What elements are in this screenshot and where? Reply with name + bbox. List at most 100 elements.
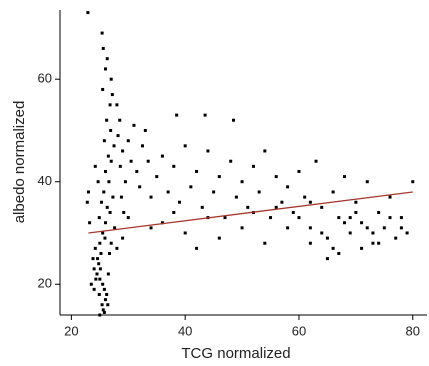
point (149, 195, 153, 199)
point (98, 241, 102, 245)
point (388, 195, 392, 199)
point (101, 46, 105, 50)
point (111, 195, 115, 199)
point (86, 11, 90, 15)
point (86, 190, 90, 194)
point (149, 226, 153, 230)
point (280, 200, 284, 204)
point (388, 216, 392, 220)
point (337, 251, 341, 255)
point (320, 231, 324, 235)
point (303, 195, 307, 199)
point (320, 205, 324, 209)
point (203, 113, 207, 117)
point (240, 226, 244, 230)
point (121, 149, 125, 153)
point (103, 236, 107, 240)
point (132, 123, 136, 127)
y-axis-title: albedo normalized (11, 101, 28, 224)
point (96, 180, 100, 184)
point (101, 231, 105, 235)
point (382, 226, 386, 230)
point (183, 144, 187, 148)
point (297, 216, 301, 220)
point (116, 134, 120, 138)
point (95, 272, 99, 276)
point (121, 236, 125, 240)
point (109, 159, 113, 163)
point (348, 216, 352, 220)
point (88, 221, 92, 225)
trend-line (88, 191, 413, 234)
point (108, 251, 112, 255)
point (308, 241, 312, 245)
point (251, 164, 255, 168)
point (101, 308, 105, 312)
point (115, 103, 119, 107)
point (146, 159, 150, 163)
point (195, 246, 199, 250)
point (342, 175, 346, 179)
point (166, 190, 170, 194)
point (331, 246, 335, 250)
point (104, 67, 108, 71)
point (217, 236, 221, 240)
point (118, 164, 122, 168)
point (354, 200, 358, 204)
point (119, 195, 123, 199)
x-tick-label: 20 (64, 323, 78, 338)
point (141, 144, 145, 148)
point (325, 257, 329, 261)
point (177, 200, 181, 204)
point (98, 313, 102, 317)
point (337, 216, 341, 220)
point (126, 139, 130, 143)
x-tick-label: 60 (292, 323, 306, 338)
point (263, 241, 267, 245)
point (263, 149, 267, 153)
point (234, 195, 238, 199)
y-tick-label: 60 (38, 71, 52, 86)
point (104, 169, 108, 173)
point (269, 216, 273, 220)
point (129, 159, 133, 163)
point (108, 103, 112, 107)
point (297, 169, 301, 173)
point (97, 292, 101, 296)
point (172, 210, 176, 214)
point (113, 226, 117, 230)
point (105, 205, 109, 209)
point (348, 231, 352, 235)
point (102, 139, 106, 143)
point (360, 246, 364, 250)
point (85, 200, 89, 204)
point (206, 149, 210, 153)
y-tick-label: 20 (38, 276, 52, 291)
point (365, 226, 369, 230)
point (331, 190, 335, 194)
point (394, 236, 398, 240)
point (91, 257, 95, 261)
point (342, 221, 346, 225)
y-tick-label: 40 (38, 173, 52, 188)
point (195, 169, 199, 173)
point (229, 159, 233, 163)
point (257, 190, 261, 194)
point (107, 180, 111, 184)
point (98, 277, 102, 281)
point (100, 200, 104, 204)
point (175, 113, 179, 117)
point (411, 180, 415, 184)
point (93, 246, 97, 250)
point (105, 292, 109, 296)
point (291, 210, 295, 214)
point (105, 118, 109, 122)
x-tick-label: 40 (178, 323, 192, 338)
point (371, 241, 375, 245)
point (217, 175, 221, 179)
point (98, 267, 102, 271)
point (200, 205, 204, 209)
point (286, 185, 290, 189)
point (377, 241, 381, 245)
point (354, 210, 358, 214)
